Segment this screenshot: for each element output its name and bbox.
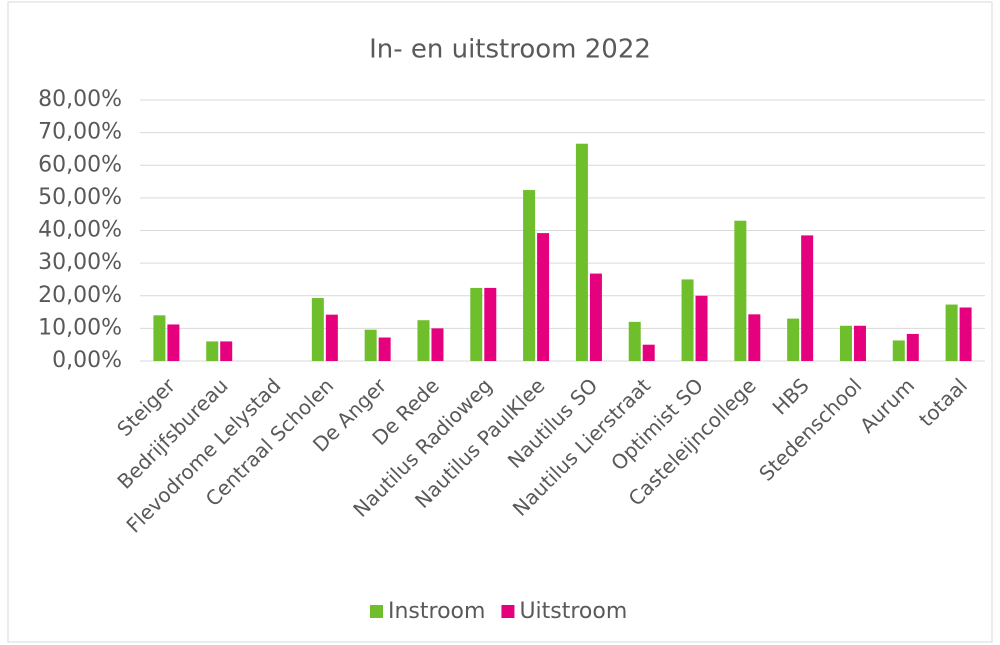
y-tick-label: 30,00% [38, 250, 122, 275]
bar [311, 298, 324, 361]
legend-swatch [370, 605, 383, 618]
bar [787, 318, 800, 361]
bar [470, 287, 483, 361]
bar [748, 314, 761, 361]
bar [801, 235, 814, 361]
bar [153, 315, 166, 361]
bar [417, 320, 430, 361]
chart-title: In- en uitstroom 2022 [369, 35, 651, 65]
y-tick-label: 80,00% [38, 87, 122, 112]
bar [839, 325, 852, 361]
bar [734, 220, 747, 361]
y-tick-label: 40,00% [38, 218, 122, 243]
chart-border [7, 1, 993, 643]
bar [628, 321, 641, 361]
bar [484, 287, 497, 361]
bar [959, 307, 972, 361]
bar [431, 328, 444, 361]
bar [575, 143, 588, 361]
legend-label: Instroom [388, 599, 485, 624]
bar [167, 324, 180, 361]
bar [537, 233, 550, 361]
bar [589, 273, 602, 361]
bar [364, 329, 377, 361]
bar [681, 279, 694, 361]
bar [642, 344, 655, 361]
y-tick-label: 70,00% [38, 120, 122, 145]
y-tick-label: 60,00% [38, 152, 122, 177]
legend-label: Uitstroom [519, 599, 627, 624]
y-tick-label: 50,00% [38, 185, 122, 210]
bar [695, 295, 708, 361]
bar [523, 190, 536, 361]
bar [206, 341, 219, 361]
legend-swatch [501, 605, 515, 618]
bar [378, 337, 391, 361]
bar [325, 314, 338, 361]
bar [945, 304, 958, 361]
bar [853, 325, 866, 361]
bar [220, 341, 233, 361]
y-tick-label: 20,00% [38, 283, 122, 308]
bar [892, 340, 905, 361]
y-tick-label: 0,00% [52, 348, 122, 373]
bar [906, 333, 919, 361]
y-tick-label: 10,00% [38, 315, 122, 340]
